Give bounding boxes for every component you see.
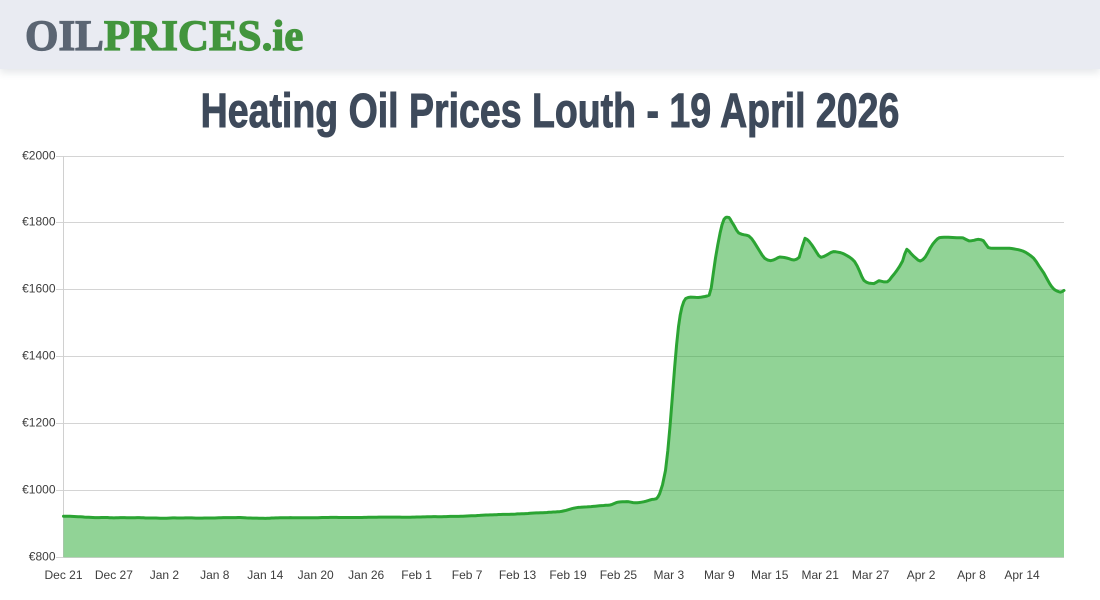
svg-text:Apr 14: Apr 14 [1004, 568, 1040, 582]
svg-text:€800: €800 [29, 550, 56, 564]
svg-text:€1000: €1000 [22, 483, 56, 497]
svg-text:Jan 26: Jan 26 [348, 568, 384, 582]
svg-text:Jan 2: Jan 2 [150, 568, 180, 582]
svg-text:Feb 1: Feb 1 [401, 568, 432, 582]
svg-text:Mar 27: Mar 27 [852, 568, 890, 582]
svg-text:€1800: €1800 [22, 215, 56, 229]
svg-text:Feb 19: Feb 19 [549, 568, 587, 582]
svg-text:Dec 27: Dec 27 [95, 568, 133, 582]
svg-text:Jan 8: Jan 8 [200, 568, 230, 582]
svg-text:Dec 21: Dec 21 [44, 568, 82, 582]
svg-text:Apr 2: Apr 2 [907, 568, 936, 582]
svg-text:Mar 3: Mar 3 [653, 568, 684, 582]
svg-text:€1600: €1600 [22, 282, 56, 296]
svg-text:Apr 8: Apr 8 [957, 568, 986, 582]
svg-text:Feb 13: Feb 13 [499, 568, 537, 582]
svg-text:Feb 7: Feb 7 [452, 568, 483, 582]
svg-text:€2000: €2000 [22, 149, 56, 163]
svg-text:Feb 25: Feb 25 [600, 568, 638, 582]
svg-text:Mar 9: Mar 9 [704, 568, 735, 582]
svg-text:Jan 14: Jan 14 [247, 568, 283, 582]
svg-text:Mar 21: Mar 21 [802, 568, 840, 582]
svg-text:€1200: €1200 [22, 416, 56, 430]
svg-text:€1400: €1400 [22, 349, 56, 363]
svg-text:Jan 20: Jan 20 [298, 568, 334, 582]
svg-text:Mar 15: Mar 15 [751, 568, 789, 582]
